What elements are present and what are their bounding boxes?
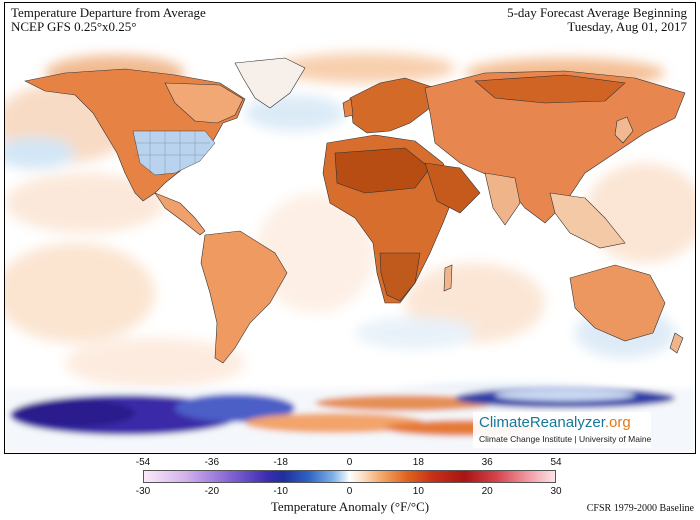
fahrenheit-tick: 54	[550, 457, 562, 468]
usa-cool-region	[132, 130, 216, 176]
logo-subtitle: Climate Change Institute | University of…	[479, 434, 652, 444]
fahrenheit-tick: 36	[481, 457, 493, 468]
arabia	[424, 162, 481, 214]
canada-east	[164, 82, 244, 124]
europe	[349, 77, 436, 134]
legend-label: Temperature Anomaly (°F/°C)	[270, 499, 430, 514]
southeast-asia	[549, 192, 626, 249]
color-scale-bar	[143, 470, 556, 483]
logo-suffix: .org	[604, 414, 631, 431]
asia	[424, 70, 686, 224]
new-zealand	[669, 332, 684, 354]
sahara-hot	[334, 147, 431, 194]
celsius-tick: -30	[135, 486, 151, 497]
greenland	[234, 57, 306, 109]
india	[484, 172, 521, 226]
ocean-anomaly-field	[5, 53, 695, 410]
central-america	[154, 192, 206, 236]
southern-africa-hot	[379, 252, 421, 302]
anomaly-map	[5, 3, 695, 453]
australia	[569, 264, 666, 342]
fahrenheit-tick: -36	[204, 457, 220, 468]
celsius-tick: 30	[550, 486, 562, 497]
fahrenheit-tick: -18	[273, 457, 288, 468]
map-title: Temperature Departure from Average	[11, 5, 206, 20]
continents	[24, 57, 686, 364]
us-state-lines	[135, 131, 210, 175]
madagascar	[443, 264, 453, 292]
fahrenheit-tick: 18	[412, 457, 424, 468]
logo-name: ClimateReanalyzer	[479, 414, 605, 431]
baseline-note: CFSR 1979-2000 Baseline	[586, 503, 694, 514]
japan	[614, 116, 634, 144]
logo-text: ClimateReanalyzer.org	[479, 414, 631, 431]
celsius-tick: 0	[346, 486, 353, 497]
celsius-tick: 10	[412, 486, 424, 497]
celsius-tick: 20	[481, 486, 493, 497]
forecast-period: 5-day Forecast Average Beginning	[507, 5, 687, 20]
map-frame: Temperature Departure from Average NCEP …	[4, 2, 696, 454]
fahrenheit-tick: -54	[135, 457, 151, 468]
model-name: NCEP GFS 0.25°x0.25°	[11, 19, 137, 34]
fahrenheit-tick: 0	[346, 457, 353, 468]
celsius-tick: -10	[273, 486, 288, 497]
siberia-warm	[474, 74, 626, 104]
british-isles	[342, 98, 354, 118]
climate-reanalyzer-logo[interactable]: ClimateReanalyzer.org Climate Change Ins…	[473, 412, 651, 448]
forecast-date: Tuesday, Aug 01, 2017	[567, 19, 687, 34]
south-america	[200, 230, 288, 364]
celsius-tick: -20	[204, 486, 220, 497]
